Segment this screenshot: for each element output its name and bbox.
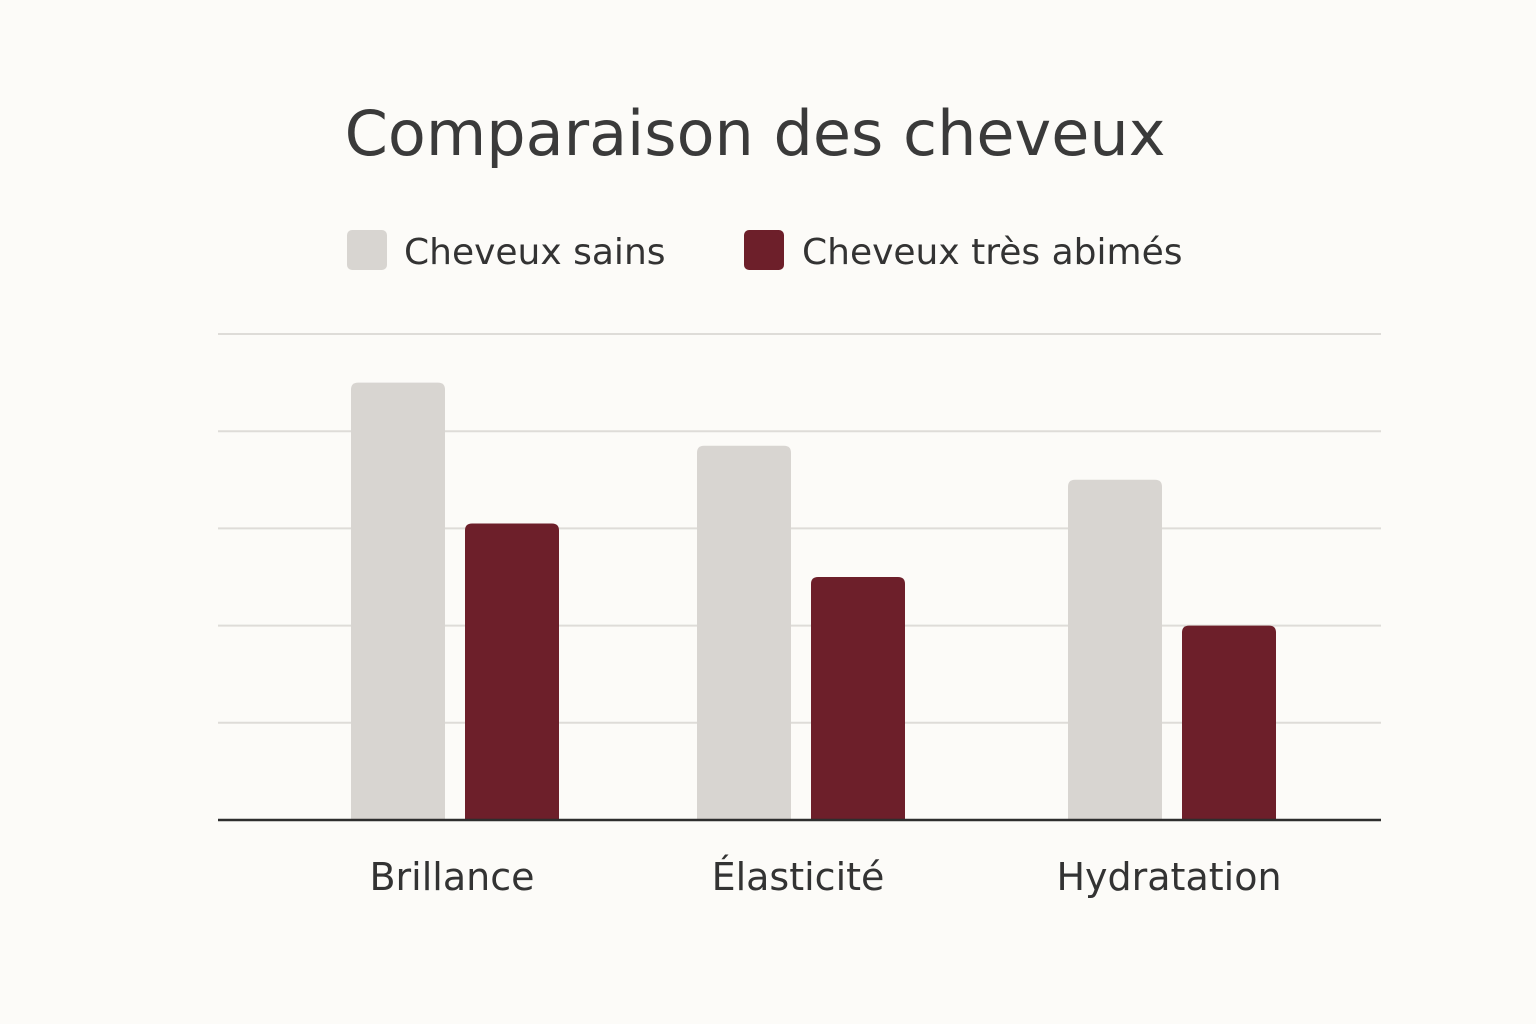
bar-élasticité-series-2 (811, 577, 905, 820)
bar-brillance-series-1 (351, 382, 445, 820)
legend-label: Cheveux sains (404, 232, 666, 273)
x-tick-label: Brillance (369, 855, 534, 899)
legend-swatch (744, 230, 784, 270)
legend-swatch (347, 230, 387, 270)
x-tick-label: Hydratation (1056, 855, 1281, 899)
x-tick-label: Élasticité (712, 855, 885, 899)
bar-hydratation-series-2 (1182, 625, 1276, 820)
legend-label: Cheveux très abimés (802, 232, 1182, 273)
bar-brillance-series-2 (465, 523, 559, 820)
bar-hydratation-series-1 (1068, 479, 1162, 820)
bars (351, 382, 1276, 820)
bar-élasticité-series-1 (697, 445, 791, 820)
x-axis-tick-labels: Brillance Élasticité Hydratation (369, 855, 1281, 899)
legend: Cheveux sains Cheveux très abimés (347, 230, 1182, 273)
chart-title: Comparaison des cheveux (345, 97, 1166, 170)
